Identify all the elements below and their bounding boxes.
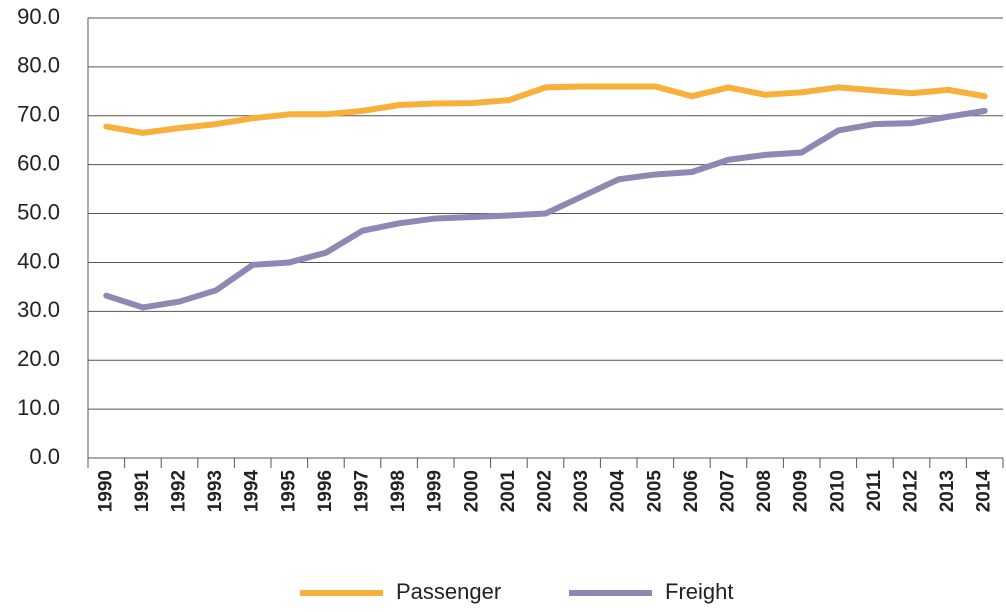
x-tick-label: 1993 xyxy=(205,470,226,512)
x-tick-label: 2010 xyxy=(827,470,848,512)
legend-label: Freight xyxy=(665,579,733,604)
x-tick-label: 2004 xyxy=(608,470,629,513)
series-line xyxy=(103,107,988,311)
x-tick-label: 1997 xyxy=(352,470,373,512)
x-tick-label: 1995 xyxy=(278,470,299,513)
y-tick-label: 10.0 xyxy=(17,395,60,420)
y-tick-label: 30.0 xyxy=(17,297,60,322)
x-tick-label: 2008 xyxy=(754,470,775,512)
y-tick-label: 80.0 xyxy=(17,53,60,78)
y-tick-label: 70.0 xyxy=(17,102,60,127)
x-tick-label: 2007 xyxy=(718,470,739,512)
x-tick-label: 2011 xyxy=(864,470,885,512)
x-tick-label: 2006 xyxy=(681,470,702,512)
x-tick-label: 1992 xyxy=(169,470,190,512)
y-tick-label: 60.0 xyxy=(17,150,60,175)
x-tick-label: 2009 xyxy=(791,470,812,512)
x-tick-label: 2002 xyxy=(535,470,556,512)
x-tick-label: 1998 xyxy=(388,470,409,512)
y-tick-label: 40.0 xyxy=(17,248,60,273)
legend-label: Passenger xyxy=(396,579,501,604)
x-tick-label: 2013 xyxy=(937,470,958,512)
y-tick-label: 90.0 xyxy=(17,4,60,29)
x-tick-label: 2001 xyxy=(498,470,519,513)
x-tick-label: 2012 xyxy=(901,470,922,512)
x-tick-label: 1996 xyxy=(315,470,336,512)
x-tick-label: 2000 xyxy=(461,470,482,512)
y-tick-label: 50.0 xyxy=(17,199,60,224)
x-tick-label: 1994 xyxy=(242,470,263,513)
x-tick-label: 2003 xyxy=(571,470,592,512)
x-tick-label: 1990 xyxy=(95,470,116,512)
y-tick-label: 0.0 xyxy=(29,444,60,469)
y-tick-label: 20.0 xyxy=(17,346,60,371)
x-tick-label: 1991 xyxy=(132,470,153,513)
x-tick-label: 2005 xyxy=(644,470,665,513)
series-line xyxy=(103,83,988,136)
x-tick-label: 2014 xyxy=(974,470,995,513)
x-tick-label: 1999 xyxy=(425,470,446,512)
